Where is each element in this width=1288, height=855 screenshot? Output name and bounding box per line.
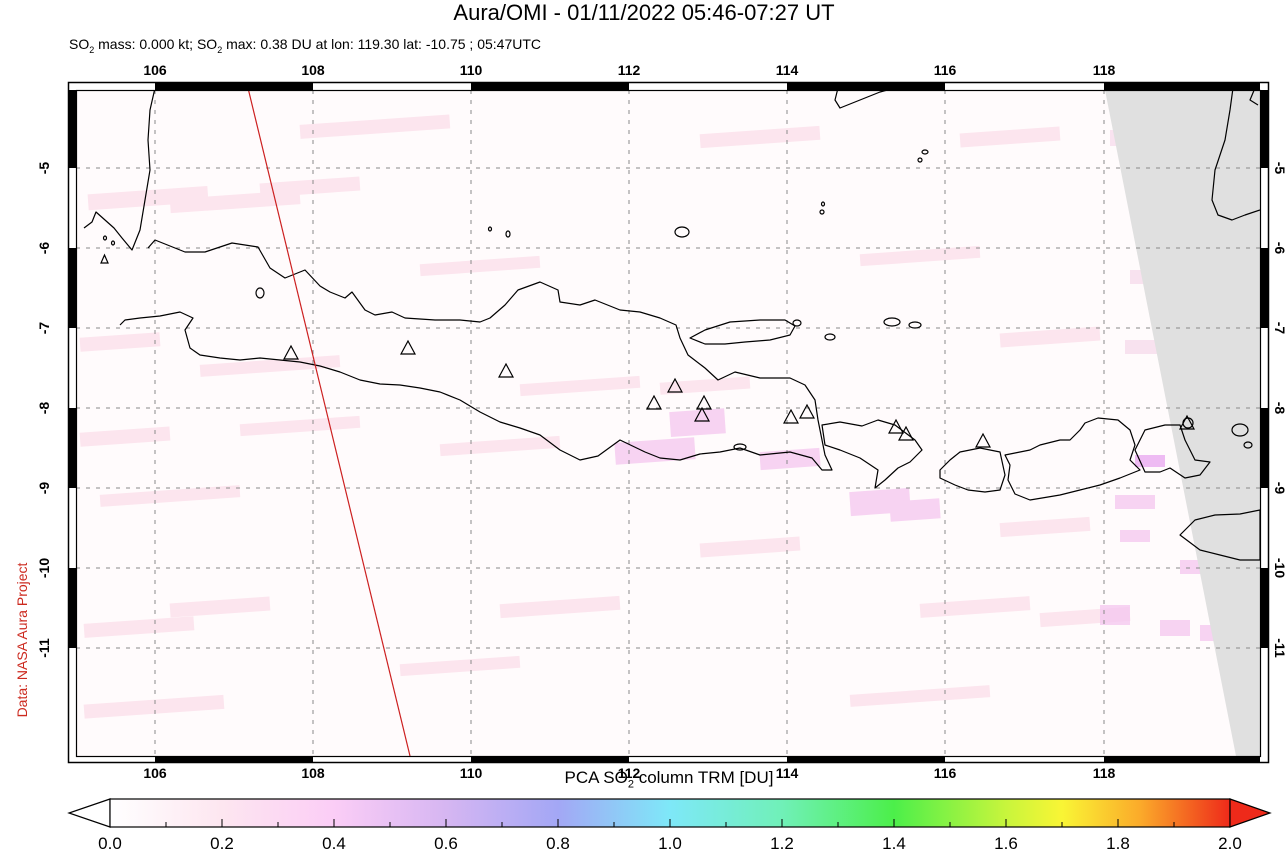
- lon-tick-bottom: 106: [143, 765, 167, 781]
- subscript: 2: [89, 44, 95, 55]
- lon-tick-bottom: 108: [301, 765, 325, 781]
- volcano-icon: [887, 418, 905, 434]
- colorbar-tick-label: 0.6: [434, 834, 458, 853]
- plot-area: [76, 90, 1260, 756]
- lon-tick-bottom: 114: [775, 765, 799, 781]
- so2-max-text: max: 0.38 DU at lon: 119.30 lat: -10.75 …: [222, 36, 542, 52]
- subscript: 2: [217, 44, 223, 55]
- colorbar-high-arrow: [1229, 798, 1272, 828]
- lon-tick-top: 108: [301, 62, 325, 78]
- volcano-icon: [782, 408, 800, 424]
- so2-pixels: [76, 90, 1260, 756]
- lon-tick-bottom: 116: [933, 765, 957, 781]
- colorbar-tick-label: 1.4: [882, 834, 906, 853]
- colorbar-tick-label: 0.2: [210, 834, 234, 853]
- volcano-icon: [282, 344, 300, 360]
- lon-tick-bottom: 118: [1092, 765, 1116, 781]
- map-frame: [67, 81, 1270, 764]
- colorbar-tick-label: 0.4: [322, 834, 346, 853]
- volcano-markers: [100, 253, 1196, 448]
- volcano-icon: [399, 339, 417, 355]
- lon-tick-top: 116: [933, 62, 957, 78]
- colorbar-tick-label: 2.0: [1218, 834, 1242, 853]
- colorbar-tick-label: 0.0: [98, 834, 122, 853]
- lon-tick-top: 110: [459, 62, 483, 78]
- orbit-track-line: [247, 90, 411, 756]
- volcano-icon: [798, 403, 816, 419]
- colorbar-low-arrow: [67, 798, 111, 828]
- colorbar-title: PCA SO2 column TRM [DU]: [0, 768, 1288, 790]
- colorbar-tick-label: 1.6: [994, 834, 1018, 853]
- map-title: Aura/OMI - 01/11/2022 05:46-07:27 UT: [453, 0, 835, 25]
- lon-tick-top: 118: [1092, 62, 1116, 78]
- lon-tick-top: 106: [143, 62, 167, 78]
- so2-label: SO: [69, 36, 90, 52]
- lon-tick-bottom: 110: [459, 765, 483, 781]
- volcano-icon: [100, 253, 109, 264]
- so2-summary: SO2 mass: 0.000 kt; SO2 max: 0.38 DU at …: [69, 35, 541, 59]
- volcano-icon: [666, 377, 684, 393]
- colorbar-title-b: column TRM [DU]: [633, 768, 774, 787]
- coastlines: [83, 90, 1260, 561]
- lon-tick-top: 114: [775, 62, 799, 78]
- volcano-icon: [974, 432, 992, 448]
- colorbar: [67, 798, 1272, 828]
- colorbar-tick-label: 1.0: [658, 834, 682, 853]
- volcano-icon: [695, 394, 713, 410]
- volcano-icon: [897, 425, 915, 441]
- volcano-icon: [497, 362, 515, 378]
- so2-mass-text: mass: 0.000 kt; SO: [94, 36, 218, 52]
- volcano-icon: [693, 406, 711, 422]
- lon-tick-top: 112: [617, 62, 641, 78]
- colorbar-tick-label: 0.8: [546, 834, 570, 853]
- graticule: [76, 90, 1260, 756]
- volcano-icon: [645, 394, 663, 410]
- lon-tick-bottom: 112: [617, 765, 641, 781]
- colorbar-tick-label: 1.2: [770, 834, 794, 853]
- subscript: 2: [627, 778, 634, 791]
- volcano-icon: [1178, 414, 1196, 430]
- colorbar-tick-label: 1.8: [1106, 834, 1130, 853]
- colorbar-title-a: PCA SO: [564, 768, 628, 787]
